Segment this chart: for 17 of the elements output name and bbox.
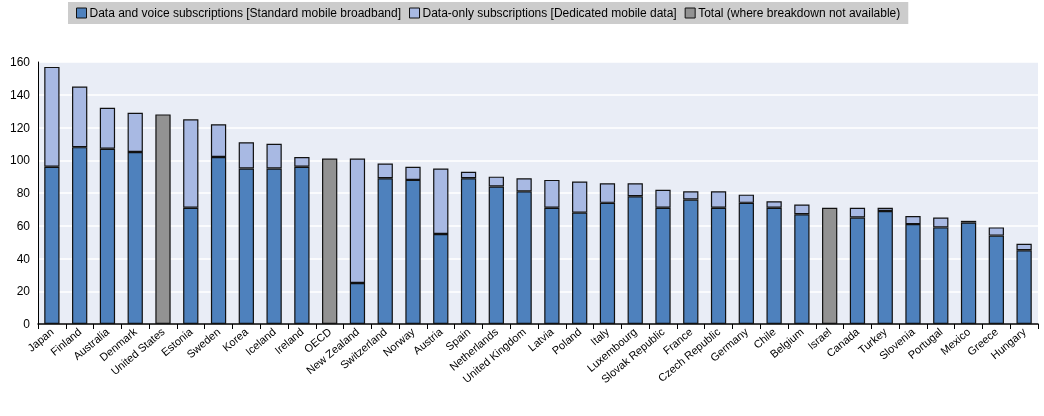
bar <box>155 114 171 324</box>
y-tick-label: 80 <box>16 186 31 200</box>
y-tick-label: 140 <box>9 87 31 102</box>
y-tick-label: 0 <box>23 317 31 331</box>
bar <box>822 207 838 324</box>
y-tick-label: 120 <box>9 120 31 135</box>
y-tick-label: 60 <box>16 218 31 233</box>
y-tick-label: 40 <box>16 251 31 266</box>
bar <box>877 211 893 324</box>
bar <box>960 222 977 324</box>
legend-label: Total (where breakdown not available) <box>698 6 901 20</box>
bar <box>322 158 338 324</box>
legend-label: Data and voice subscriptions [Standard mobile broadband] <box>89 6 402 20</box>
legend-label: Data-only subscriptions [Dedicated mobile data] <box>422 6 677 20</box>
y-tick-label: 20 <box>16 284 31 299</box>
y-tick-label: 100 <box>9 153 31 168</box>
y-tick-label: 160 <box>9 55 31 69</box>
